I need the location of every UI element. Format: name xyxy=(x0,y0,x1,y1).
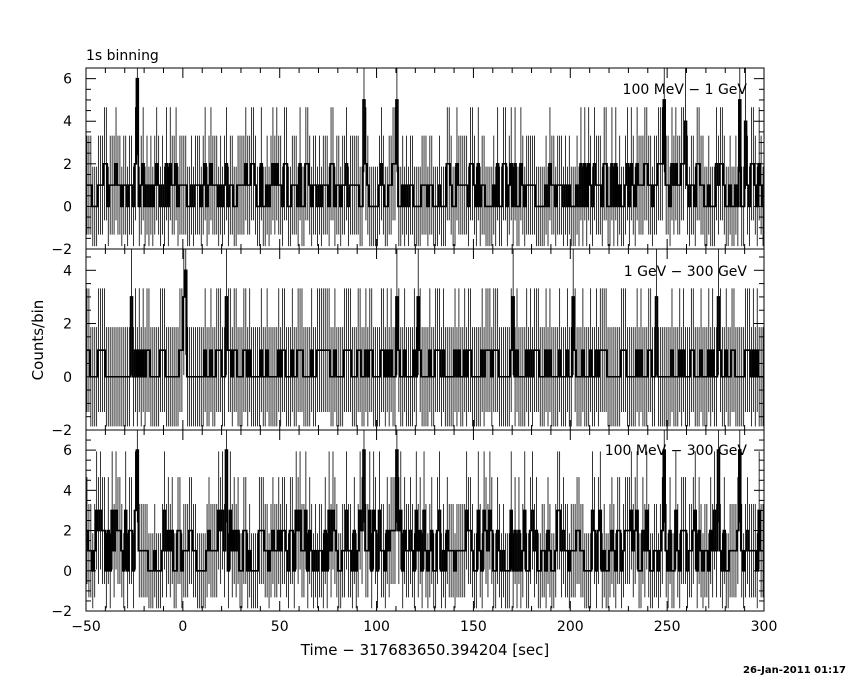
y-tick-label: 4 xyxy=(63,263,72,279)
y-tick-label: 4 xyxy=(63,483,72,499)
y-tick-label: 2 xyxy=(63,157,72,173)
y-tick-label: 0 xyxy=(63,370,72,386)
panel-100mev-300gev: −2 0 2 4 6 100 MeV − 300 GeV xyxy=(51,429,765,620)
plot-timestamp: 26-Jan-2011 01:17 xyxy=(743,665,846,676)
y-tick-label: 4 xyxy=(63,114,72,130)
y-axis-title: Counts/bin xyxy=(29,300,47,381)
x-tick-label: 50 xyxy=(271,619,289,635)
y-tick-label: 0 xyxy=(63,199,72,215)
x-tick-label: 300 xyxy=(751,619,778,635)
light-curve-series xyxy=(86,77,764,208)
light-curve-series xyxy=(86,449,764,572)
energy-band-label: 100 MeV − 1 GeV xyxy=(623,82,748,98)
x-tick-label: 250 xyxy=(654,619,681,635)
binning-label: 1s binning xyxy=(86,48,159,64)
light-curve-series xyxy=(86,269,764,378)
x-tick-label: −50 xyxy=(71,619,101,635)
y-tick-label: 6 xyxy=(63,443,72,459)
x-tick-label: 150 xyxy=(460,619,487,635)
y-tick-label: 0 xyxy=(63,564,72,580)
panel-1gev-300gev: −2 0 2 4 1 GeV − 300 GeV xyxy=(51,248,765,439)
panel-100mev-1gev: −2 0 2 4 6 100 MeV − 1 GeV xyxy=(51,67,765,258)
energy-band-label: 1 GeV − 300 GeV xyxy=(624,264,748,280)
x-tick-label: 200 xyxy=(557,619,584,635)
y-tick-label: −2 xyxy=(51,423,72,439)
y-tick-label: −2 xyxy=(51,242,72,258)
x-tick-label: 100 xyxy=(363,619,390,635)
y-tick-label: −2 xyxy=(51,604,72,620)
x-tick-label: 0 xyxy=(178,619,187,635)
energy-band-label: 100 MeV − 300 GeV xyxy=(605,443,748,459)
y-tick-label: 6 xyxy=(63,72,72,88)
y-tick-label: 2 xyxy=(63,524,72,540)
x-axis-tick-labels: −50 0 50 100 150 200 250 300 xyxy=(71,619,777,635)
y-tick-label: 2 xyxy=(63,317,72,333)
x-axis-title: Time − 317683650.394204 [sec] xyxy=(300,641,550,659)
